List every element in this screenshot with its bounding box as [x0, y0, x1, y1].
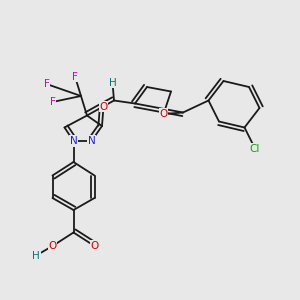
Text: N: N — [70, 136, 77, 146]
Text: F: F — [44, 79, 50, 89]
Text: N: N — [88, 136, 95, 146]
Text: H: H — [32, 250, 40, 261]
Text: O: O — [90, 241, 99, 251]
Text: O: O — [159, 109, 168, 119]
Text: Cl: Cl — [250, 143, 260, 154]
Text: F: F — [72, 71, 78, 82]
Text: F: F — [50, 97, 56, 107]
Text: O: O — [48, 241, 57, 251]
Text: O: O — [99, 101, 108, 112]
Text: H: H — [109, 77, 116, 88]
